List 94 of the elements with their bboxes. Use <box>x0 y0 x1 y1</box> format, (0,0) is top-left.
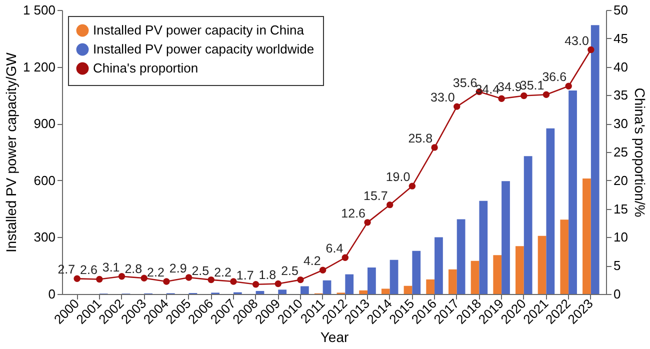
data-label: 2.2 <box>147 266 164 280</box>
y2-axis-title: China's proportion/% <box>632 88 648 218</box>
point <box>565 82 572 90</box>
bar <box>546 128 555 294</box>
bar <box>256 290 264 294</box>
y2-tick-label: 35 <box>614 88 628 103</box>
legend-label: China's proportion <box>93 60 198 76</box>
data-label: 43.0 <box>564 34 589 48</box>
data-label: 34.9 <box>498 80 522 94</box>
y2-tick-label: 25 <box>614 144 628 160</box>
point <box>454 103 460 110</box>
y-tick-label: 0 <box>48 286 56 302</box>
bar <box>404 286 412 294</box>
bar <box>582 178 591 294</box>
bar <box>590 25 600 294</box>
bar <box>278 290 287 294</box>
bar <box>426 279 435 294</box>
y-axis-title: Installed PV power capacity/GW <box>2 52 19 252</box>
bar <box>456 219 466 294</box>
bar <box>368 267 376 294</box>
y2-tick-label: 40 <box>614 59 628 74</box>
point <box>274 280 282 288</box>
y2-tick-label: 5 <box>614 258 621 274</box>
point <box>498 95 505 102</box>
data-label: 2.2 <box>214 266 232 280</box>
point <box>319 266 326 274</box>
point <box>185 274 192 281</box>
data-label: 2.5 <box>192 264 210 278</box>
y-tick-label: 900 <box>34 116 56 132</box>
point <box>163 278 170 285</box>
legend-label: Installed PV power capacity worldwide <box>93 42 314 56</box>
bar <box>502 181 510 294</box>
bar <box>568 90 577 294</box>
y-tick-label: 1 500 <box>22 2 56 18</box>
x-axis-title: Year <box>320 328 349 345</box>
bar <box>390 260 398 294</box>
bar <box>300 286 309 294</box>
point <box>297 276 304 284</box>
data-label: 19.0 <box>386 170 410 184</box>
point <box>96 276 103 283</box>
data-label: 35.6 <box>452 76 478 90</box>
bar <box>448 269 457 294</box>
data-label: 1.8 <box>258 268 276 282</box>
y2-tick-label: 0 <box>614 286 621 302</box>
bar <box>434 237 443 294</box>
point <box>342 254 349 261</box>
y2-tick-label: 15 <box>614 201 628 216</box>
data-label: 2.5 <box>281 264 299 278</box>
point <box>252 280 260 288</box>
point <box>588 46 594 54</box>
point <box>140 274 148 282</box>
y2-tick-label: 20 <box>614 172 628 188</box>
bar <box>479 200 488 294</box>
point <box>520 92 528 100</box>
data-label: 25.8 <box>408 131 433 146</box>
point <box>74 275 80 282</box>
bar <box>493 255 502 294</box>
y2-tick-label: 50 <box>614 2 628 18</box>
legend-label: Installed PV power capacity in China <box>93 22 305 38</box>
bar <box>560 220 569 294</box>
bar <box>538 236 546 294</box>
bar <box>516 246 524 294</box>
point <box>230 278 237 285</box>
data-label: 2.6 <box>80 263 98 278</box>
point <box>408 182 416 190</box>
y2-tick-label: 30 <box>614 116 628 132</box>
data-label: 3.1 <box>102 260 120 274</box>
bar <box>412 250 421 294</box>
point <box>364 219 371 226</box>
point <box>542 91 550 98</box>
data-label: 36.6 <box>542 70 567 84</box>
bar <box>359 290 368 294</box>
bar <box>381 288 390 294</box>
bar <box>470 260 480 294</box>
bar <box>524 156 532 294</box>
y-tick-label: 1 200 <box>22 59 56 74</box>
point <box>386 201 394 208</box>
data-label: 2.8 <box>124 262 142 276</box>
y-tick-label: 600 <box>34 172 56 188</box>
y2-tick-label: 45 <box>614 30 628 46</box>
data-label: 2.9 <box>169 262 187 276</box>
data-label: 15.7 <box>364 188 388 203</box>
y-tick-label: 300 <box>34 230 56 245</box>
bar <box>345 274 354 294</box>
data-label: 12.6 <box>341 206 366 220</box>
data-label: 4.2 <box>303 254 321 268</box>
data-label: 6.4 <box>326 242 344 256</box>
point <box>431 144 438 151</box>
bar <box>322 280 332 294</box>
data-label: 1.7 <box>236 268 254 282</box>
data-label: 33.0 <box>430 90 455 105</box>
point <box>118 273 126 280</box>
y2-tick-label: 10 <box>614 230 628 245</box>
point <box>208 276 214 284</box>
